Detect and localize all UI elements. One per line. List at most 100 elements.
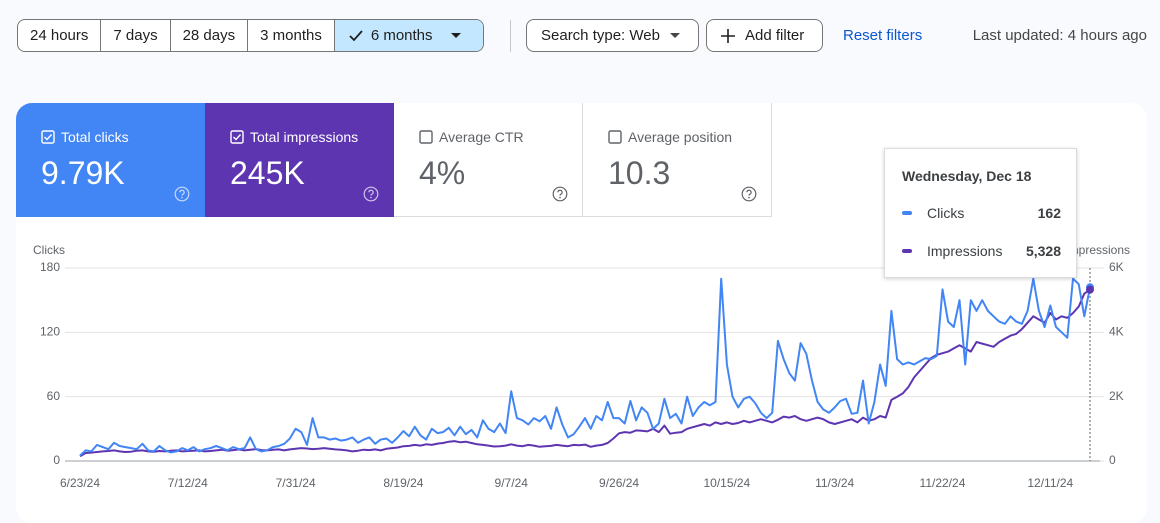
- help-circle: [174, 186, 190, 202]
- metric-label-row: Total impressions: [230, 129, 358, 145]
- help-mark: [557, 189, 563, 196]
- help-dot: [748, 196, 750, 199]
- date-range-chips: 24 hours 7 days 28 days 3 months 6 months: [17, 19, 484, 52]
- metric-label-row: Average CTR: [419, 129, 524, 145]
- tooltip-series: Clicks: [927, 205, 965, 221]
- search-type-button[interactable]: Search type: Web: [526, 19, 699, 52]
- checkbox: [41, 130, 55, 144]
- metric-label-row: Total clicks: [41, 129, 129, 145]
- series-line: [79, 277, 1091, 457]
- metric-label: Total clicks: [61, 129, 129, 145]
- help-mark: [368, 189, 374, 196]
- metric-value: 9.79K: [41, 155, 125, 191]
- checkbox-tick: [233, 134, 242, 141]
- range-chip[interactable]: 3 months: [248, 20, 335, 51]
- y-tick-label: 180: [40, 260, 60, 274]
- metric-tile[interactable]: Total impressions 245K: [205, 103, 394, 217]
- checkbox-box: [230, 130, 244, 144]
- help-dot: [559, 196, 561, 199]
- tooltip-value: 162: [1037, 205, 1061, 221]
- x-tick-label: 7/31/24: [276, 476, 316, 490]
- help-mark: [746, 189, 752, 196]
- legend-swatch: [902, 211, 912, 215]
- y-axis-title: Clicks: [33, 243, 65, 257]
- x-tick-label: 12/11/24: [1027, 476, 1073, 490]
- last-updated: Last updated: 4 hours ago: [972, 27, 1147, 44]
- metric-tile[interactable]: Average position 10.3: [583, 103, 772, 217]
- help-icon: [174, 186, 190, 202]
- y2-tick-label: 4K: [1109, 325, 1124, 339]
- y2-tick-label: 6K: [1109, 260, 1124, 274]
- metric-label-row: Average position: [608, 129, 732, 145]
- help-icon: [363, 186, 379, 202]
- checkbox: [230, 130, 244, 144]
- y2-tick-label: 2K: [1109, 389, 1124, 403]
- tooltip-row: Impressions 5,328: [902, 243, 1061, 259]
- separator: [510, 20, 511, 52]
- metric-label: Average position: [628, 129, 733, 145]
- x-tick-label: 11/3/24: [815, 476, 854, 490]
- range-chip[interactable]: 7 days: [101, 20, 171, 51]
- metric-label: Average CTR: [439, 129, 524, 145]
- metric-value: 245K: [230, 155, 305, 191]
- tooltip-series: Impressions: [927, 243, 1003, 259]
- range-label: 28 days: [182, 27, 236, 44]
- help-icon: [552, 186, 568, 202]
- plus-icon: [721, 28, 735, 43]
- range-chip[interactable]: 6 months: [334, 20, 483, 51]
- range-label: 24 hours: [30, 27, 89, 44]
- check: [349, 29, 363, 41]
- y-tick-label: 60: [47, 389, 61, 403]
- y2-axis-title: Impressions: [1065, 243, 1130, 257]
- checkbox-tick: [44, 134, 53, 141]
- x-tick-label: 9/26/24: [599, 476, 639, 490]
- help-dot: [181, 196, 183, 199]
- caret: [669, 32, 680, 38]
- checkbox-box: [608, 130, 622, 144]
- tooltip-title: Wednesday, Dec 18: [902, 168, 1032, 184]
- checkbox-box: [41, 130, 55, 144]
- y-tick-label: 120: [40, 325, 60, 339]
- checkbox: [608, 130, 622, 144]
- metric-tile[interactable]: Average CTR 4%: [394, 103, 583, 217]
- x-tick-label: 7/12/24: [168, 476, 208, 490]
- checkbox-box: [419, 130, 433, 144]
- search-type-label: Search type: Web: [541, 27, 660, 44]
- y2-tick-label: 0: [1109, 453, 1116, 467]
- metric-label: Total impressions: [250, 129, 359, 145]
- help-circle: [741, 186, 757, 202]
- range-chip[interactable]: 24 hours: [18, 20, 102, 51]
- reset-filters[interactable]: Reset filters: [843, 27, 923, 44]
- x-tick-label: 11/22/24: [920, 476, 966, 490]
- metric-tile[interactable]: Total clicks 9.79K: [16, 103, 205, 217]
- x-tick-label: 8/19/24: [383, 476, 423, 490]
- caret: [450, 32, 461, 38]
- tooltip: Wednesday, Dec 18 Clicks 162 Impressions…: [884, 148, 1077, 278]
- help-dot: [370, 196, 372, 199]
- add-filter-label: Add filter: [745, 27, 805, 44]
- metric-value: 4%: [419, 155, 466, 191]
- help-circle: [363, 186, 379, 202]
- help-icon: [741, 186, 757, 202]
- y-tick-label: 0: [53, 453, 60, 467]
- help-circle: [552, 186, 568, 202]
- caret-shape: [450, 32, 461, 38]
- x-tick-label: 6/23/24: [60, 476, 100, 490]
- range-chip[interactable]: 28 days: [171, 20, 249, 51]
- series-line: [79, 288, 1091, 458]
- hover-point: [1086, 285, 1094, 294]
- x-tick-label: 10/15/24: [703, 476, 750, 490]
- range-label: 6 months: [370, 27, 433, 44]
- range-label: 7 days: [113, 27, 158, 44]
- metric-value: 10.3: [608, 155, 671, 191]
- range-label: 3 months: [260, 27, 322, 44]
- tooltip-value: 5,328: [1025, 243, 1061, 259]
- help-mark: [179, 189, 185, 196]
- check-icon: [349, 29, 363, 41]
- legend-swatch: [902, 249, 912, 253]
- checkbox: [419, 130, 433, 144]
- tooltip-row: Clicks 162: [902, 205, 1061, 221]
- add-filter-button[interactable]: Add filter: [706, 19, 823, 52]
